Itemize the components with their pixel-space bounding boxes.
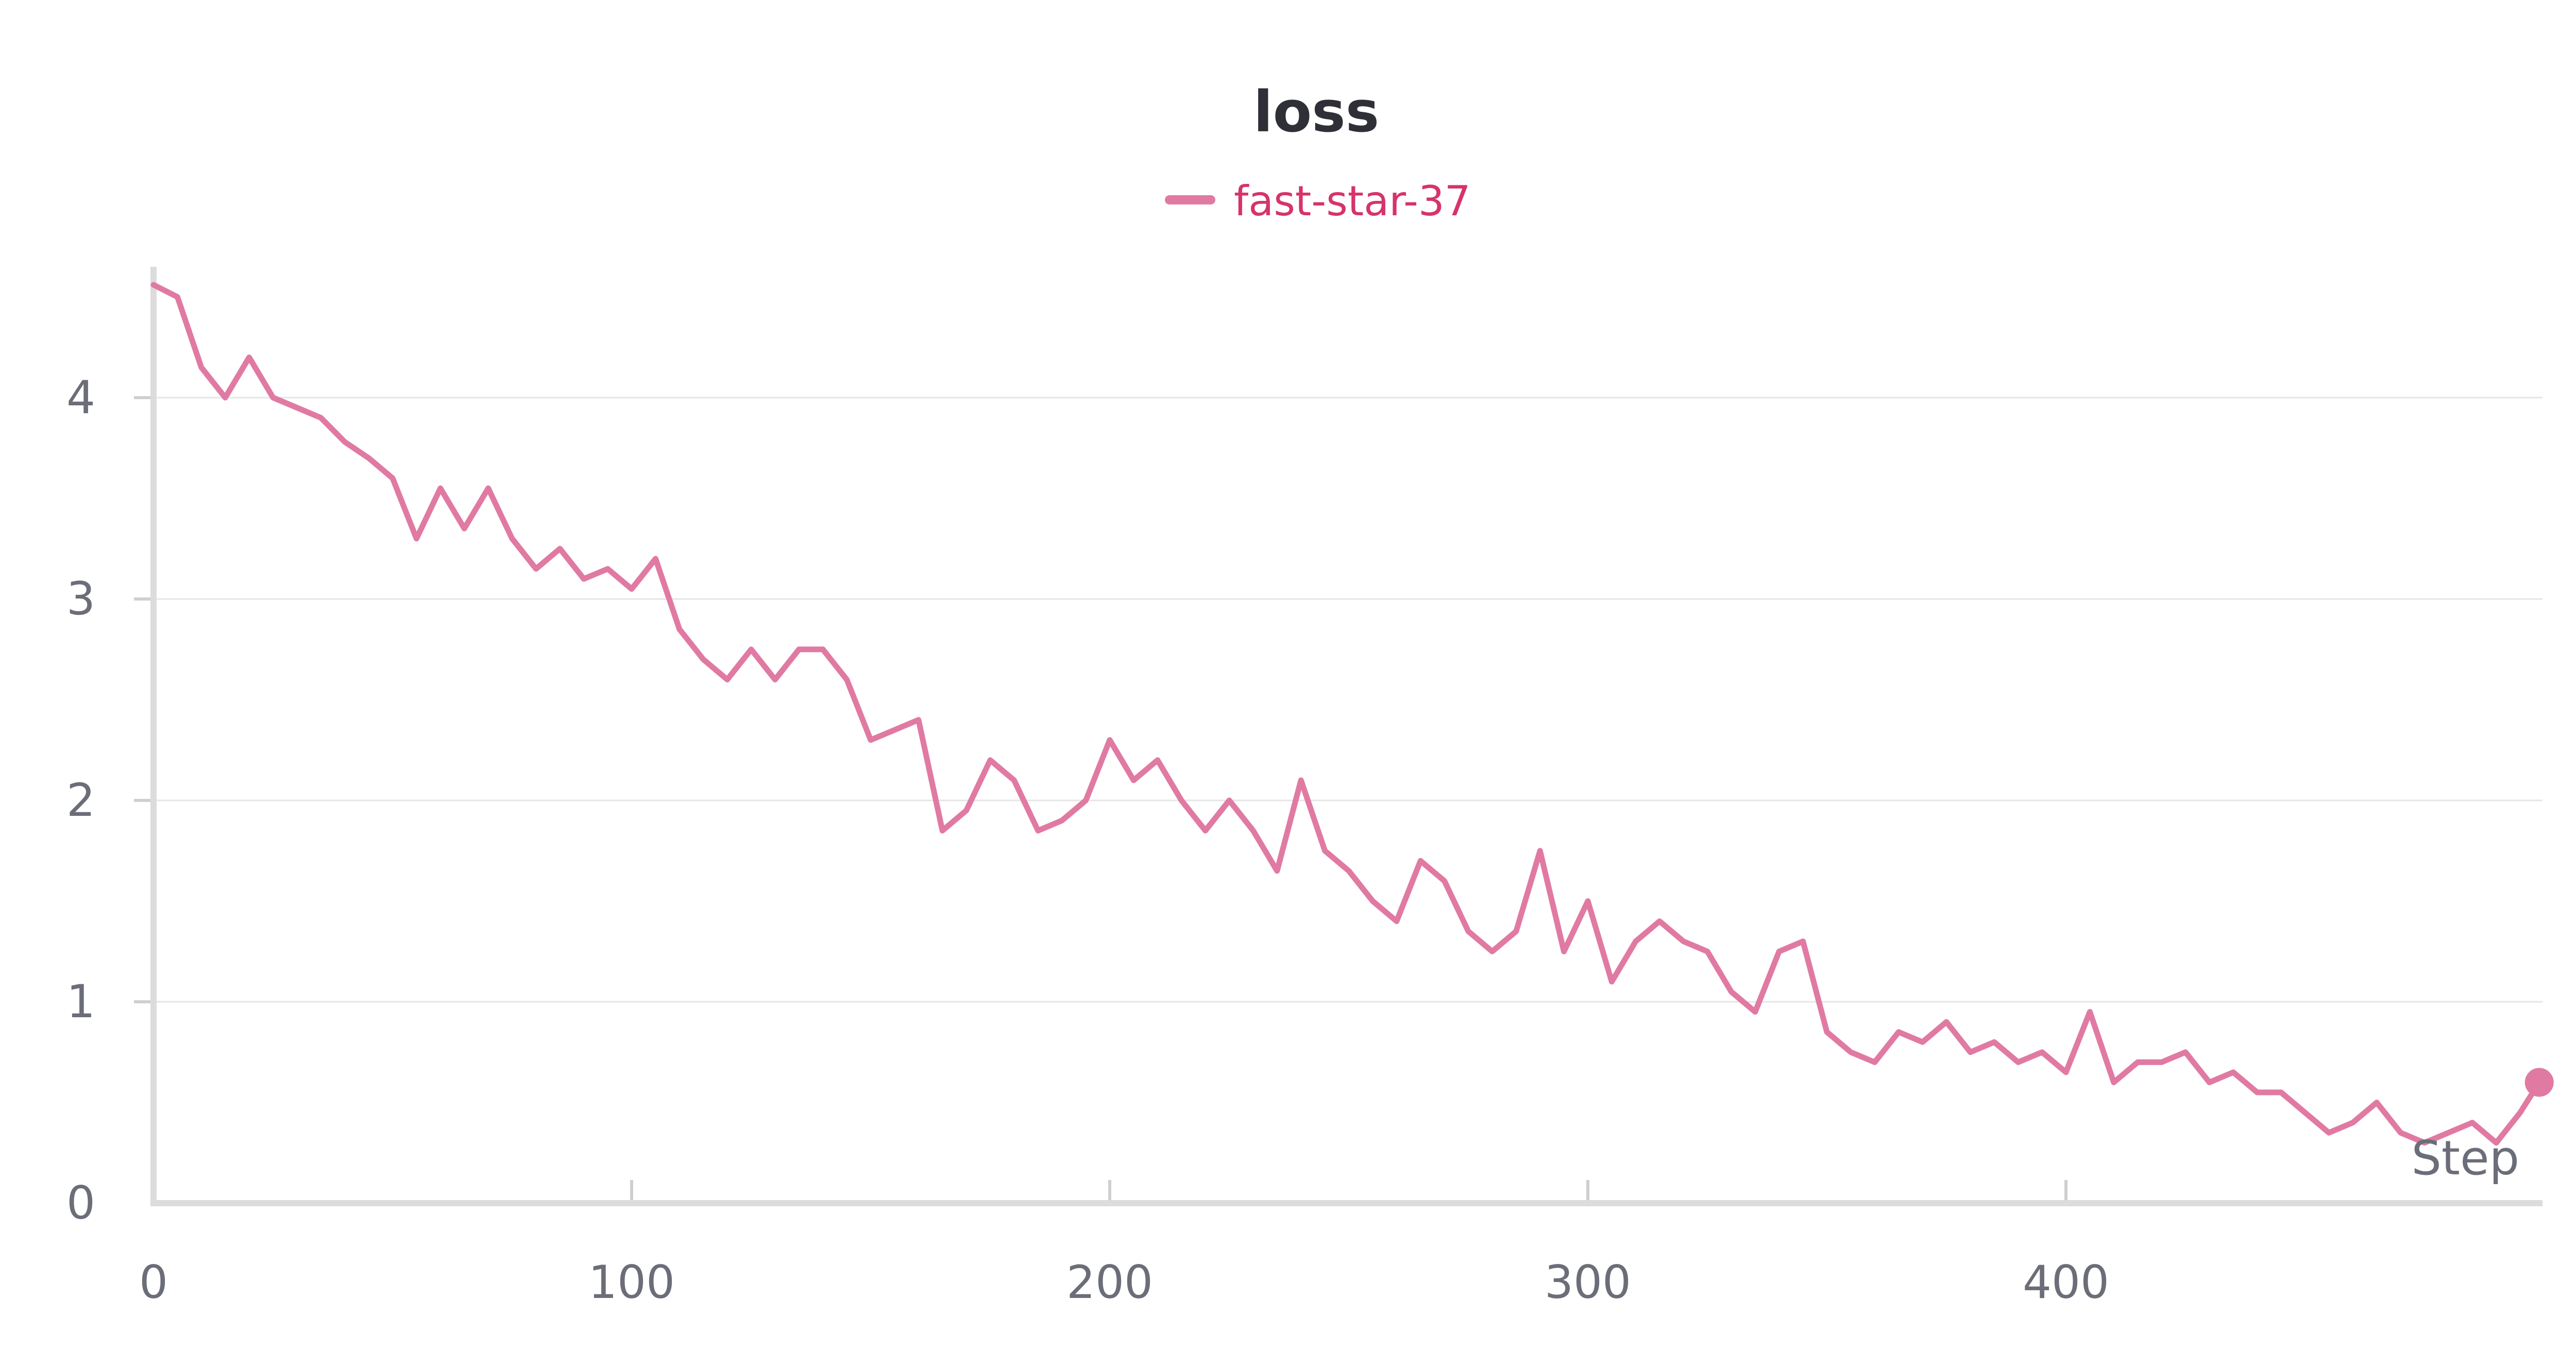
- y-tick-label-0: 0: [66, 1176, 95, 1229]
- y-tick-label-3: 3: [66, 572, 95, 625]
- series-line: [150, 282, 2543, 1146]
- legend-entry-fast-star-37[interactable]: fast-star-37: [1234, 177, 1471, 225]
- legend[interactable]: fast-star-37: [1165, 177, 1471, 225]
- y-tick-label-4: 4: [66, 371, 95, 424]
- chart-title: loss: [1253, 79, 1379, 145]
- x-tick-label-400: 400: [2023, 1256, 2109, 1309]
- x-tick-label-100: 100: [588, 1256, 675, 1309]
- x-tick-label-0: 0: [139, 1256, 168, 1309]
- x-axis-ticks: 0 100 200 300 400: [139, 1180, 2109, 1309]
- y-axis-ticks: 0 1 2 3 4: [66, 371, 154, 1229]
- data-point: [2524, 1068, 2554, 1097]
- x-tick-label-300: 300: [1545, 1256, 1631, 1309]
- y-tick-label-2: 2: [66, 774, 95, 827]
- y-tick-label-1: 1: [66, 975, 95, 1028]
- x-tick-label-200: 200: [1066, 1256, 1153, 1309]
- gridlines: [154, 397, 2543, 1003]
- x-axis-label: Step: [2412, 1131, 2519, 1186]
- series-fast-star-37: [150, 282, 2554, 1146]
